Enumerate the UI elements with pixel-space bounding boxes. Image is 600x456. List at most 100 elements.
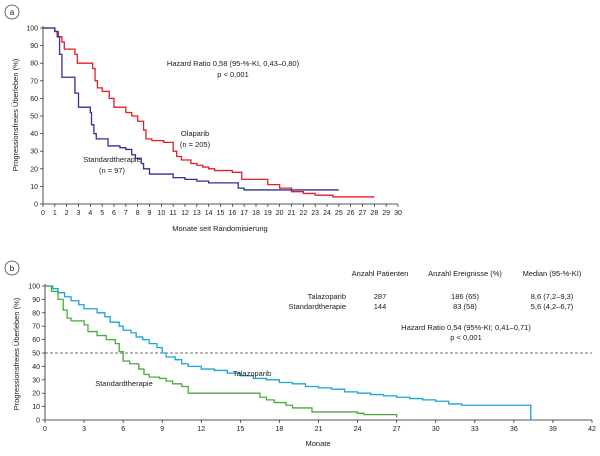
panel-a-badge [4,4,20,20]
panel-a-x-tick-label: 24 [323,210,331,217]
panel-a-x-tick-label: 15 [217,210,225,217]
panel-a-x-tick-label: 23 [311,210,319,217]
panel-a-curves [43,27,375,198]
panel-b-curve-talazoparib [45,285,532,420]
panel-b-x-axis-label: Monate [305,439,330,448]
panel-b-x-tick-label: 12 [197,426,205,433]
panel-b-x-tick-label: 6 [121,426,125,433]
panel-b-x-tick-label: 24 [354,426,362,433]
panel-b-x-tick-label: 3 [82,426,86,433]
panel-b-axes: 0 3 6 9 12 15 18 21 24 27 30 33 36 39 4201020304050607… [28,284,596,434]
table-cell: 5,6 (4,2–6,7) [531,302,574,311]
panel-b-x-tick-label: 30 [432,426,440,433]
panel-b-x-tick-label: 39 [549,426,557,433]
panel-a-series-label-standard: Standardtherapie [83,155,141,164]
panel-a-x-tick-label: 9 [148,210,152,217]
panel-b-y-axis-label: Progressionsfreies Überleben (%) [12,297,21,410]
panel-a-y-tick-label: 50 [30,114,38,121]
panel-b-x-tick-label: 15 [236,426,244,433]
panel-a-y-tick-label: 90 [30,43,38,50]
panel-b-x-tick-label: 33 [471,426,479,433]
panel-a-y-tick-label: 80 [30,61,38,68]
panel-b-y-tick-label: 60 [32,337,40,344]
panel-b-results-table: Anzahl Patienten Anzahl Ereignisse (%) M… [288,269,581,311]
table-header-median: Median (95-%-KI) [523,269,582,278]
panel-a-x-tick-label: 29 [382,210,390,217]
panel-a-x-tick-label: 30 [394,210,402,217]
panel-b-y-tick-label: 80 [32,310,40,317]
panel-a-x-tick-label: 14 [205,210,213,217]
panel-a-x-tick-label: 21 [288,210,296,217]
table-cell: 144 [374,302,387,311]
panel-a: a 0 1 2 3 4 5 6 7 8 9 10 11 12 13 14 15 16 17 18 19 20 21 22 23… [4,4,402,233]
panel-b-curves [45,285,532,420]
panel-a-curve-standardtherapie [43,27,339,191]
table-header-patients: Anzahl Patienten [352,269,409,278]
panel-a-x-tick-label: 28 [370,210,378,217]
panel-b-x-tick-label: 0 [43,426,47,433]
panel-a-curve-olaparib [43,27,375,198]
panel-b-y-tick-label: 10 [32,404,40,411]
panel-a-x-tick-label: 10 [157,210,165,217]
panel-a-x-tick-label: 1 [53,210,57,217]
panel-a-x-tick-label: 27 [359,210,367,217]
panel-a-axes: 0 1 2 3 4 5 6 7 8 9 10 11 12 13 14 15 16 17 18 19 20 21 22 23 24… [26,26,402,218]
panel-a-p-value: p < 0,001 [217,70,249,79]
panel-b-y-tick-label: 0 [36,418,40,425]
panel-a-x-tick-label: 13 [193,210,201,217]
panel-a-x-tick-label: 16 [228,210,236,217]
panel-a-series-n-standard: (n = 97) [99,166,126,175]
panel-b-y-tick-label: 100 [28,284,40,291]
panel-b-hazard-ratio: Hazard Ratio 0,54 (95%-KI; 0,41–0,71) [401,323,531,332]
panel-a-x-tick-label: 6 [112,210,116,217]
panel-a-x-tick-label: 26 [347,210,355,217]
panel-a-y-tick-label: 30 [30,149,38,156]
panel-a-x-tick-label: 19 [264,210,272,217]
table-row-label: Standardtherapie [288,302,346,311]
panel-a-y-tick-label: 100 [26,26,38,33]
table-cell: 83 (58) [453,302,477,311]
panel-a-y-axis-label: Progressionsfreies Überleben (%) [11,58,20,171]
panel-b: b Anzahl Patienten Anzahl Ereignisse (%)… [4,260,596,448]
panel-a-x-axis-label: Monate seit Randomisierung [172,224,267,233]
panel-a-x-tick-label: 25 [335,210,343,217]
panel-a-x-tick-label: 11 [170,210,177,217]
panel-b-series-label-standard: Standardtherapie [95,379,153,388]
panel-a-letter: a [10,8,15,17]
panel-b-x-tick-label: 36 [510,426,518,433]
panel-a-x-tick-label: 12 [181,210,189,217]
panel-b-curve-standardtherapie [45,285,398,418]
table-cell: 287 [374,292,387,301]
panel-a-x-tick-label: 8 [136,210,140,217]
panel-b-y-tick-label: 40 [32,364,40,371]
panel-a-x-tick-label: 2 [65,210,69,217]
panel-a-x-tick-label: 7 [124,210,128,217]
panel-a-x-tick-label: 4 [88,210,92,217]
panel-a-y-tick-label: 60 [30,96,38,103]
panel-a-x-tick-label: 0 [41,210,45,217]
panel-a-x-tick-label: 20 [276,210,284,217]
panel-a-x-tick-label: 3 [77,210,81,217]
panel-b-x-tick-label: 42 [588,426,596,433]
panel-b-x-tick-label: 21 [315,426,323,433]
panel-b-p-value: p < 0,001 [450,333,482,342]
panel-a-x-tick-label: 17 [240,210,248,217]
table-header-events: Anzahl Ereignisse (%) [428,269,502,278]
panel-a-series-label-olaparib: Olaparib [181,129,209,138]
panel-b-y-tick-label: 30 [32,377,40,384]
panel-b-x-tick-label: 27 [393,426,401,433]
panel-b-y-tick-label: 90 [32,297,40,304]
panel-b-letter: b [10,264,15,273]
panel-b-y-tick-label: 50 [32,351,40,358]
panel-b-x-tick-label: 9 [160,426,164,433]
panel-a-y-tick-label: 10 [30,184,38,191]
panel-a-y-tick-label: 40 [30,131,38,138]
panel-a-y-tick-label: 20 [30,166,38,173]
table-row-label: Talazoparib [308,292,346,301]
panel-a-x-tick-label: 5 [100,210,104,217]
panel-b-badge [4,260,20,276]
table-cell: 8,6 (7,2–9,3) [531,292,574,301]
panel-b-series-label-talazoparib: Talazoparib [233,369,271,378]
panel-a-y-tick-label: 70 [30,78,38,85]
